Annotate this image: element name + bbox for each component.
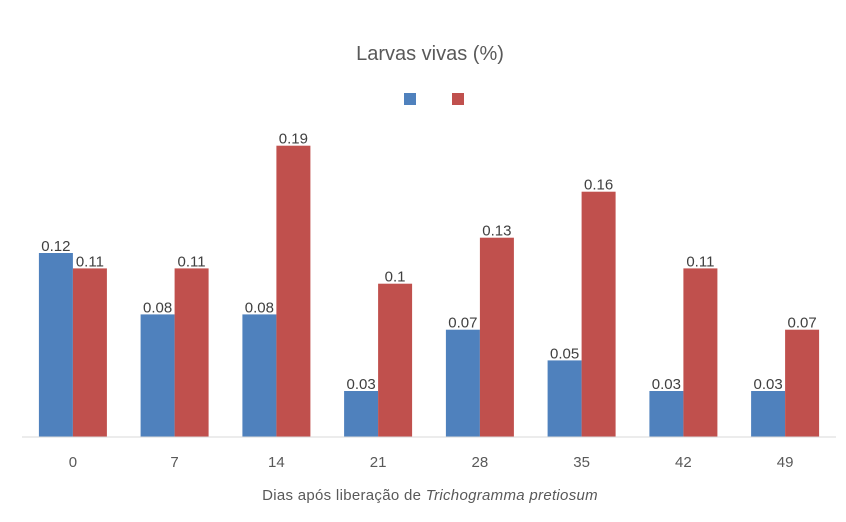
data-labels-group: 0.12 0.11 0.08 0.11 0.08 0.19 0.03 0.1 0.07 0.13 0… [41, 131, 816, 393]
bar-s2-7 [174, 268, 209, 437]
data-label-s2-21: 0.1 [385, 269, 406, 286]
bar-s1-14 [242, 314, 277, 437]
data-label-s1-35: 0.05 [550, 345, 579, 362]
data-label-s2-35: 0.16 [584, 177, 613, 194]
bar-s2-21 [378, 283, 413, 437]
bars-group [38, 145, 820, 438]
bar-s2-49 [785, 329, 820, 437]
legend-swatch-s1 [404, 93, 416, 105]
x-tick-label-0: 0 [69, 454, 77, 471]
data-label-s1-21: 0.03 [346, 376, 375, 393]
data-label-s2-0: 0.11 [76, 253, 104, 270]
x-tick-label-49: 49 [777, 454, 794, 471]
data-label-s2-7: 0.11 [178, 253, 206, 270]
x-tick-labels: 0 7 14 21 28 35 42 49 [69, 454, 794, 471]
x-tick-label-7: 7 [170, 454, 178, 471]
x-axis-label: Dias após liberação de Trichogramma pret… [262, 487, 598, 504]
data-label-s2-14: 0.19 [279, 131, 308, 148]
bar-s1-28 [445, 329, 480, 437]
bar-s1-49 [751, 391, 786, 437]
x-axis-label-prefix: Dias após liberação de [262, 487, 426, 504]
x-axis-label-species: Trichogramma pretiosum [426, 487, 598, 504]
bar-s1-7 [140, 314, 175, 437]
bar-s2-0 [72, 268, 107, 437]
legend-swatch-s2 [452, 93, 464, 105]
x-tick-label-14: 14 [268, 454, 285, 471]
bar-s1-0 [38, 253, 73, 437]
data-label-s1-28: 0.07 [448, 315, 477, 332]
data-label-s1-14: 0.08 [245, 299, 274, 316]
x-tick-label-28: 28 [472, 454, 489, 471]
chart-title: Larvas vivas (%) [356, 43, 504, 65]
data-label-s1-42: 0.03 [652, 376, 681, 393]
bar-s2-35 [581, 191, 616, 437]
data-label-s1-49: 0.03 [753, 376, 782, 393]
legend [404, 93, 464, 105]
x-tick-label-42: 42 [675, 454, 692, 471]
data-label-s1-7: 0.08 [143, 299, 172, 316]
x-tick-label-35: 35 [573, 454, 590, 471]
x-tick-label-21: 21 [370, 454, 387, 471]
bar-s1-21 [344, 391, 379, 437]
data-label-s2-42: 0.11 [686, 253, 714, 270]
bar-s2-42 [683, 268, 718, 437]
data-label-s1-0: 0.12 [41, 238, 70, 255]
bar-s1-42 [649, 391, 684, 437]
bar-s2-14 [276, 145, 311, 437]
bar-s1-35 [547, 360, 582, 438]
bar-s2-28 [479, 237, 514, 437]
data-label-s2-49: 0.07 [787, 315, 816, 332]
data-label-s2-28: 0.13 [482, 223, 511, 240]
